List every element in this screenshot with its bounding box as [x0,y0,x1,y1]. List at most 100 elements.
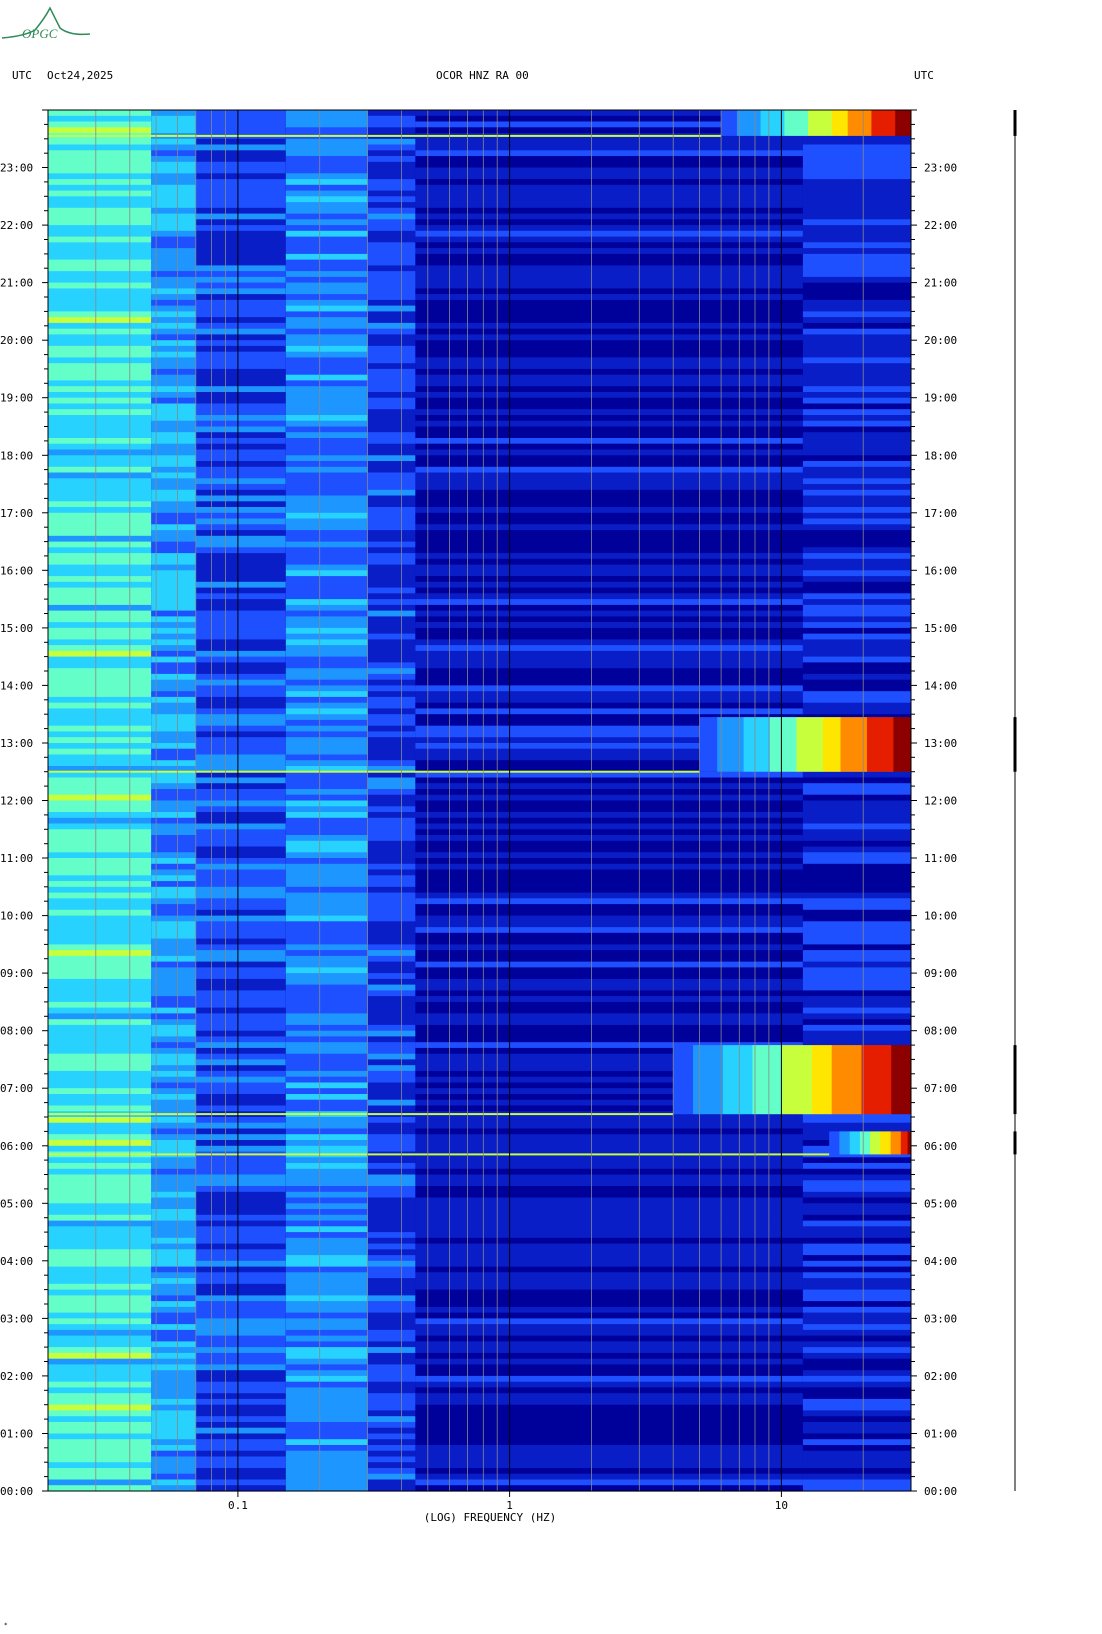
band-cell [195,766,286,773]
band-cell [48,650,152,658]
band-cell [367,392,416,399]
band-cell [48,783,152,790]
band-cell [195,777,286,784]
band-cell [151,1473,196,1481]
event-cell [722,1045,734,1115]
band-cell [151,380,196,387]
band-cell [48,1381,152,1389]
band-cell [195,978,286,986]
band-cell [367,219,416,226]
band-cell [367,535,416,543]
event-cell [732,1045,744,1115]
band-cell [285,507,368,514]
band-cell [48,432,152,439]
band-cell [802,1393,911,1400]
band-cell [285,386,368,393]
band-cell [151,1249,196,1256]
band-cell [48,1249,152,1256]
band-cell [415,495,803,502]
y-tick-label-right: 19:00 [924,392,957,405]
band-cell [415,1473,803,1481]
band-cell [367,202,416,209]
event-cell [839,1131,844,1155]
y-tick-label-right: 16:00 [924,564,957,577]
band-cell [48,955,152,963]
band-cell [195,1249,286,1256]
band-cell [195,794,286,802]
band-cell [195,259,286,266]
band-cell [415,1324,803,1331]
band-cell [415,1456,803,1463]
event-onset-line [48,134,722,137]
band-cell [802,633,911,640]
band-cell [195,501,286,508]
band-cell [151,955,196,963]
band-cell [415,213,803,220]
band-cell [367,317,416,324]
band-cell [285,1191,368,1199]
band-cell [48,1306,152,1314]
band-cell [151,984,196,991]
band-cell [195,1186,286,1193]
band-cell [285,783,368,790]
band-cell [285,144,368,151]
band-cell [367,639,416,646]
band-cell [367,1335,416,1342]
band-cell [151,1427,196,1435]
band-cell [802,915,911,922]
band-cell [48,1024,152,1032]
band-cell [285,1416,368,1423]
band-cell [285,806,368,813]
band-cell [415,1036,803,1043]
band-cell [415,530,803,537]
band-cell [802,553,911,560]
band-cell [802,236,911,243]
band-cell [195,558,286,566]
band-cell [415,173,803,180]
event-cell [796,717,806,772]
band-cell [802,1312,911,1319]
band-cell [195,863,286,871]
band-cell [48,806,152,813]
band-cell [151,725,196,733]
band-cell [802,840,911,848]
band-cell [48,1042,152,1049]
band-cell [151,1070,196,1078]
band-cell [48,1301,152,1308]
band-cell [367,892,416,899]
band-cell [367,1393,416,1400]
band-cell [195,886,286,894]
band-cell [195,691,286,698]
band-cell [802,484,911,491]
band-cell [48,691,152,698]
band-cell [151,340,196,347]
y-tick-label-left: 02:00 [0,1370,33,1383]
band-cell [415,835,803,842]
band-cell [285,1059,368,1066]
band-cell [48,1473,152,1481]
band-cell [195,1255,286,1262]
band-cell [367,760,416,767]
band-cell [195,265,286,272]
band-cell [195,1163,286,1170]
band-cell [195,1243,286,1250]
event-cell [847,110,857,136]
band-cell [367,1174,416,1181]
band-cell [802,489,911,497]
band-cell [415,374,803,382]
band-cell [151,1393,196,1400]
band-cell [195,719,286,727]
y-tick-label-left: 01:00 [0,1428,33,1441]
band-cell [151,1105,196,1112]
band-cell [151,489,196,497]
band-cell [367,1479,416,1486]
band-cell [415,1065,803,1072]
band-cell [367,547,416,554]
band-cell [195,426,286,433]
band-cell [367,1260,416,1268]
band-cell [285,138,368,146]
band-cell [151,1295,196,1302]
band-cell [48,127,152,134]
band-cell [415,265,803,272]
band-cell [151,415,196,422]
